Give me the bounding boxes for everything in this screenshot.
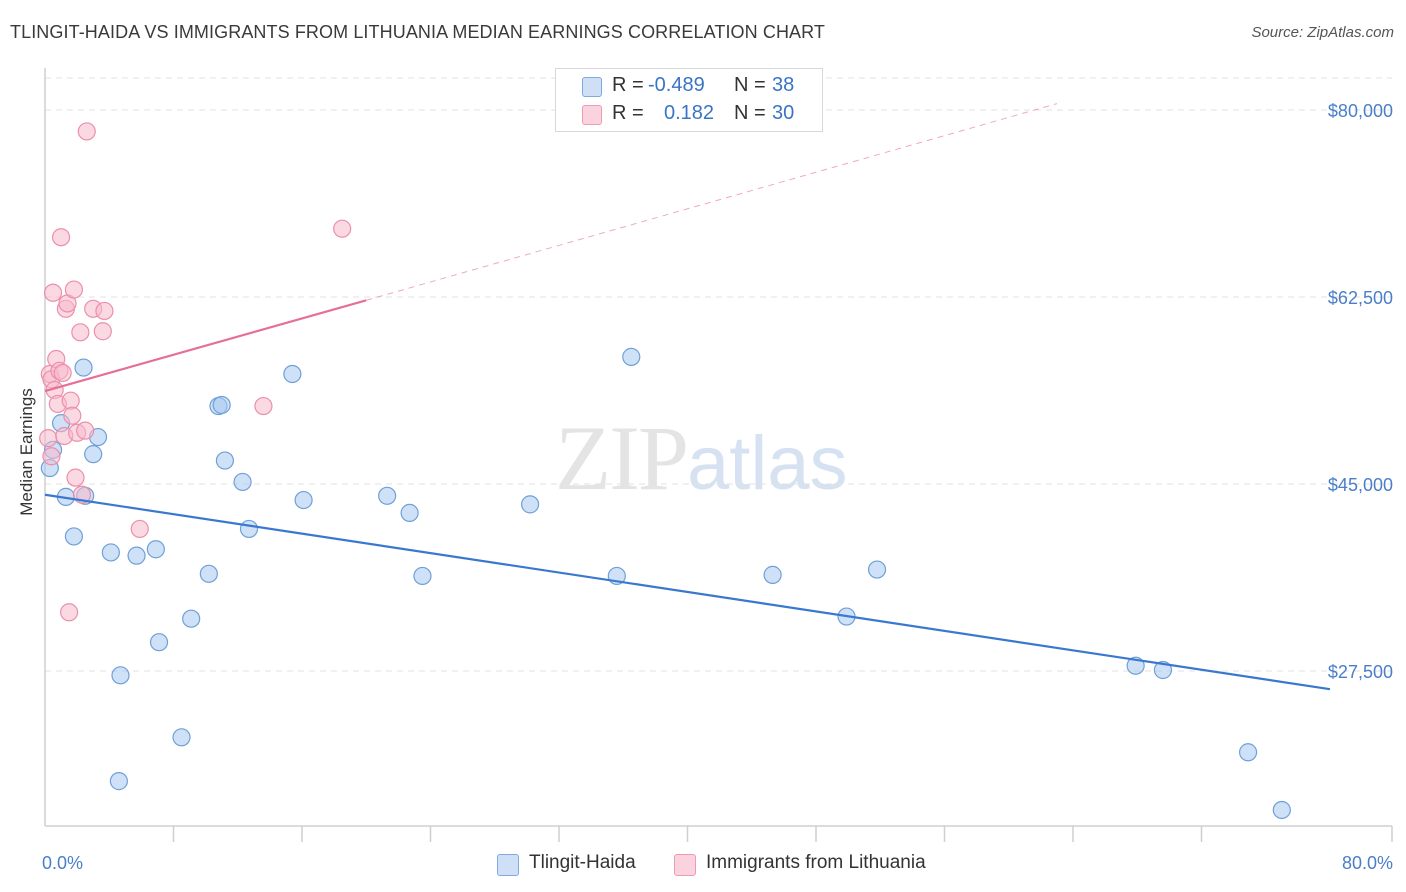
point-tlingit-haida bbox=[74, 358, 93, 377]
point-lithuania bbox=[51, 228, 71, 247]
point-lithuania bbox=[71, 323, 90, 342]
y-axis-title: Median Earnings bbox=[17, 388, 36, 516]
point-lithuania bbox=[130, 519, 149, 539]
point-tlingit-haida bbox=[101, 543, 120, 562]
legend-n-label: N = bbox=[734, 102, 766, 124]
point-tlingit-haida bbox=[182, 609, 201, 628]
chart-title: TLINGIT-HAIDA VS IMMIGRANTS FROM LITHUAN… bbox=[10, 22, 826, 42]
point-tlingit-haida bbox=[1238, 743, 1258, 762]
watermark: ZIPatlas bbox=[555, 405, 848, 511]
point-tlingit-haida bbox=[146, 540, 165, 559]
point-lithuania bbox=[63, 406, 82, 425]
point-tlingit-haida bbox=[233, 472, 252, 492]
point-tlingit-haida bbox=[212, 395, 231, 415]
point-lithuania bbox=[66, 468, 85, 487]
point-tlingit-haida bbox=[520, 495, 540, 514]
point-tlingit-haida bbox=[239, 519, 259, 539]
legend-n-value: 30 bbox=[772, 102, 795, 124]
legend-r-value: 0.182 bbox=[664, 102, 715, 124]
point-lithuania bbox=[77, 122, 96, 141]
y-tick-label: $62,500 bbox=[1328, 288, 1393, 308]
bottom-legend-label: Tlingit-Haida bbox=[529, 852, 636, 873]
point-tlingit-haida bbox=[109, 772, 128, 791]
legend-r-label: R = bbox=[612, 74, 644, 96]
point-tlingit-haida bbox=[378, 486, 397, 505]
correlation-legend: R = -0.489 N = 38 R = 0.182 N = 30 bbox=[555, 68, 823, 132]
point-tlingit-haida bbox=[127, 546, 146, 565]
point-tlingit-haida bbox=[413, 566, 432, 586]
point-tlingit-haida bbox=[294, 490, 313, 510]
point-lithuania bbox=[39, 429, 58, 448]
point-lithuania bbox=[61, 391, 80, 410]
point-lithuania bbox=[254, 396, 273, 416]
point-lithuania bbox=[95, 301, 114, 321]
point-lithuania bbox=[64, 280, 84, 299]
watermark-zip: ZIP bbox=[555, 407, 689, 509]
trendline-lithuania-extension bbox=[366, 103, 1058, 301]
legend-swatch-tlingit-haida bbox=[582, 77, 602, 97]
point-tlingit-haida bbox=[111, 666, 130, 685]
point-lithuania bbox=[42, 447, 61, 466]
point-tlingit-haida bbox=[149, 633, 169, 652]
point-tlingit-haida bbox=[1153, 660, 1173, 680]
x-tick-label: 0.0% bbox=[42, 853, 83, 873]
y-tick-label: $27,500 bbox=[1328, 662, 1393, 682]
point-tlingit-haida bbox=[199, 564, 218, 583]
point-lithuania bbox=[93, 322, 112, 341]
y-tick-label: $80,000 bbox=[1328, 101, 1393, 121]
point-tlingit-haida bbox=[215, 451, 234, 470]
point-lithuania bbox=[43, 283, 63, 302]
point-lithuania bbox=[76, 421, 95, 440]
point-lithuania bbox=[53, 363, 72, 383]
legend-n-label: N = bbox=[734, 74, 766, 96]
point-lithuania bbox=[333, 219, 352, 238]
point-lithuania bbox=[59, 603, 79, 622]
bottom-legend-label: Immigrants from Lithuania bbox=[706, 852, 926, 873]
point-tlingit-haida bbox=[400, 503, 419, 523]
point-tlingit-haida bbox=[763, 565, 782, 584]
point-tlingit-haida bbox=[622, 347, 641, 366]
bottom-legend-swatch bbox=[674, 854, 696, 876]
point-tlingit-haida bbox=[867, 560, 887, 579]
watermark-atlas: atlas bbox=[687, 421, 848, 506]
legend-n-value: 38 bbox=[772, 74, 795, 96]
x-tick-label: 80.0% bbox=[1342, 853, 1393, 873]
point-tlingit-haida bbox=[1272, 800, 1291, 820]
bottom-legend-swatch bbox=[497, 854, 519, 876]
legend-r-value: -0.489 bbox=[648, 74, 705, 96]
point-tlingit-haida bbox=[64, 527, 84, 546]
point-tlingit-haida bbox=[172, 728, 191, 747]
point-tlingit-haida bbox=[84, 445, 103, 464]
point-tlingit-haida bbox=[283, 364, 302, 384]
trendline-lithuania bbox=[44, 299, 367, 393]
y-tick-label: $45,000 bbox=[1328, 475, 1393, 495]
legend-r-label: R = bbox=[612, 102, 644, 124]
legend-swatch-lithuania bbox=[582, 105, 602, 125]
trendline-tlingit-haida bbox=[44, 493, 1331, 691]
source-label: Source: ZipAtlas.com bbox=[1251, 24, 1394, 41]
